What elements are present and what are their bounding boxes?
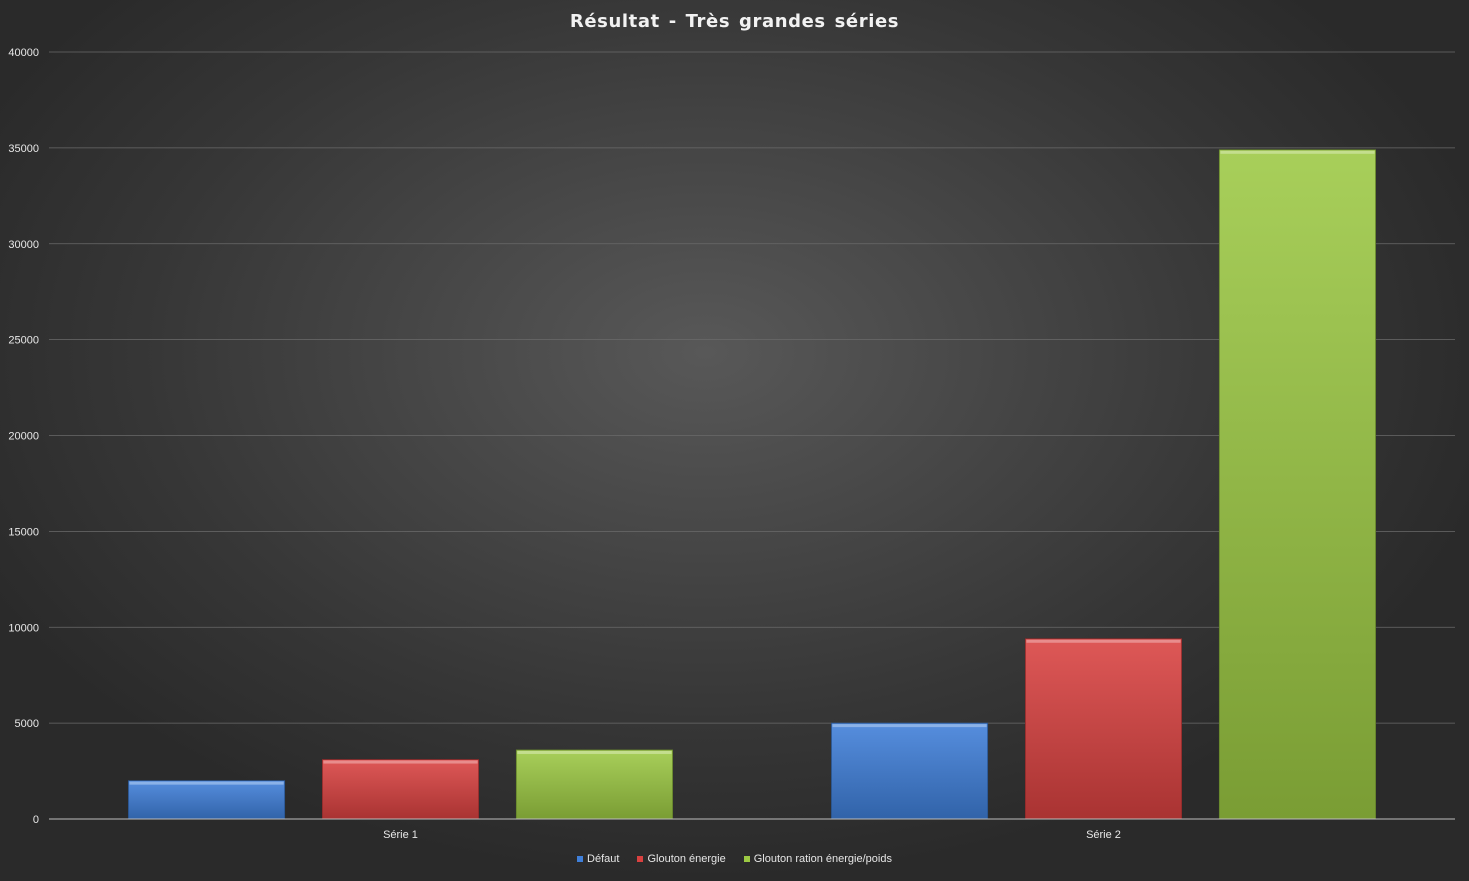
y-tick-label: 0 — [33, 814, 39, 826]
legend: Défaut Glouton énergie Glouton ration éner… — [0, 853, 1469, 865]
legend-label: Défaut — [587, 853, 620, 865]
bar-bevel — [1220, 150, 1375, 154]
x-tick-label: Série 1 — [383, 829, 418, 841]
legend-label: Glouton énergie — [647, 853, 726, 865]
x-tick-label: Série 2 — [1086, 829, 1121, 841]
bar — [128, 780, 286, 820]
legend-swatch — [743, 856, 750, 862]
y-tick-label: 30000 — [8, 239, 39, 251]
y-tick-label: 25000 — [8, 335, 39, 347]
bar — [1218, 149, 1376, 820]
legend-item: Glouton ration énergie/poids — [743, 853, 892, 865]
legend-item: Glouton énergie — [637, 853, 726, 865]
bar-bevel — [129, 781, 284, 785]
y-tick-label: 5000 — [15, 718, 39, 730]
bar-bevel — [517, 750, 672, 754]
x-axis: Série 1 Série 2 — [49, 818, 1455, 841]
legend-swatch — [637, 856, 644, 862]
legend-label: Glouton ration énergie/poids — [753, 853, 892, 865]
bar-bevel — [323, 760, 478, 764]
bar — [515, 749, 673, 820]
bar-bevel — [832, 724, 987, 728]
bars — [128, 149, 1376, 820]
y-tick-label: 15000 — [8, 526, 39, 538]
legend-item: Défaut — [577, 853, 619, 865]
bar-bevel — [1026, 639, 1181, 643]
bar — [1024, 638, 1183, 820]
y-tick-label: 10000 — [8, 622, 39, 634]
y-tick-label: 40000 — [8, 47, 39, 59]
chart-title: Résultat - Très grandes séries — [569, 11, 900, 32]
y-axis-ticks: 0 5000 10000 15000 20000 25000 30000 35000 40000 — [8, 47, 39, 826]
y-tick-label: 35000 — [8, 143, 39, 155]
y-tick-label: 20000 — [8, 431, 39, 443]
bar — [321, 759, 480, 820]
bar — [831, 722, 989, 820]
legend-swatch — [577, 856, 584, 862]
